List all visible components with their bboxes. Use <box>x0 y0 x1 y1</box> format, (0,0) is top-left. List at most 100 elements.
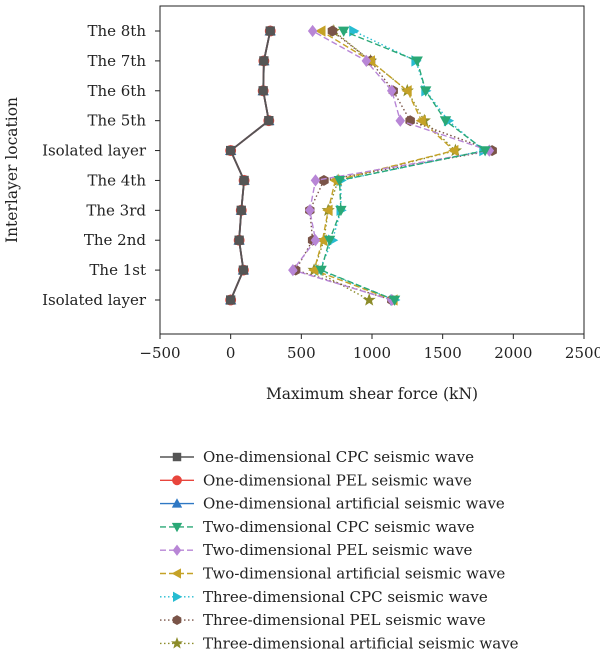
series-2 <box>225 25 276 306</box>
data-point <box>310 174 321 187</box>
series-4 <box>315 26 491 306</box>
legend-item: Two-dimensional CPC seismic wave <box>160 518 475 536</box>
data-point <box>479 146 491 157</box>
legend-item: Three-dimensional artificial seismic wav… <box>160 634 519 652</box>
data-point <box>319 174 329 186</box>
plot-area-frame <box>159 5 585 335</box>
legend-label: Three-dimensional artificial seismic wav… <box>203 634 519 652</box>
data-point <box>259 56 269 66</box>
legend-item: Three-dimensional PEL seismic wave <box>160 611 486 629</box>
x-tick-label: 2000 <box>494 344 532 362</box>
legend-label: One-dimensional CPC seismic wave <box>203 448 474 466</box>
data-point <box>349 25 360 37</box>
x-tick-label: 1000 <box>353 344 391 362</box>
data-point <box>395 114 406 127</box>
legend-item: Two-dimensional artificial seismic wave <box>160 565 505 583</box>
series-6 <box>308 25 459 306</box>
data-point <box>258 86 268 96</box>
data-point <box>238 265 249 275</box>
y-tick-label: Isolated layer <box>42 291 147 309</box>
data-point <box>323 235 336 247</box>
legend-item: One-dimensional PEL seismic wave <box>160 471 472 489</box>
data-point <box>265 26 275 36</box>
data-point <box>386 84 397 97</box>
data-point <box>310 234 321 247</box>
y-tick-label: Isolated layer <box>42 142 147 160</box>
data-point <box>315 265 327 276</box>
series-line <box>229 30 272 301</box>
data-point <box>338 26 350 37</box>
data-point <box>226 145 236 156</box>
x-tick-label: 500 <box>287 344 316 362</box>
data-point <box>335 205 347 217</box>
y-tick-label: The 3rd <box>86 201 146 219</box>
legend-item: Three-dimensional CPC seismic wave <box>160 588 488 606</box>
data-point <box>420 86 432 97</box>
legend-marker <box>172 615 182 626</box>
series-line <box>313 30 456 301</box>
x-axis-title: Maximum shear force (kN) <box>266 385 478 403</box>
legend-marker <box>171 568 182 579</box>
legend-marker <box>171 637 183 649</box>
series-line <box>291 30 490 301</box>
legend-label: Two-dimensional PEL seismic wave <box>203 541 473 559</box>
series-layer <box>225 24 497 307</box>
data-point <box>305 204 315 217</box>
x-tick-label: 2500 <box>565 344 600 362</box>
y-tick-label: The 1st <box>89 261 146 279</box>
x-axis-ticks: −500 0 500 1000 1500 2000 2500 <box>139 334 600 362</box>
legend-label: Two-dimensional artificial seismic wave <box>203 565 505 583</box>
legend-label: One-dimensional artificial seismic wave <box>203 495 505 513</box>
data-point <box>388 295 401 306</box>
data-point <box>362 293 376 306</box>
data-point <box>307 24 318 38</box>
legend-marker <box>172 591 183 602</box>
legend-marker <box>172 452 182 462</box>
data-point <box>315 25 326 37</box>
y-tick-label: The 2nd <box>84 231 147 249</box>
series-3 <box>225 25 276 305</box>
y-axis-title: Interlayer location <box>3 97 21 243</box>
data-point <box>333 175 346 187</box>
data-point <box>439 116 452 127</box>
data-point <box>415 115 426 127</box>
data-point <box>448 144 459 157</box>
legend-item: One-dimensional CPC seismic wave <box>160 448 474 466</box>
legend-label: One-dimensional PEL seismic wave <box>203 471 472 489</box>
data-point <box>264 116 274 126</box>
x-tick-label: 1500 <box>424 344 462 362</box>
y-tick-label: The 6th <box>87 82 146 100</box>
data-point <box>361 54 372 68</box>
legend-marker <box>171 522 183 533</box>
y-tick-label: The 8th <box>87 22 146 40</box>
legend-marker <box>172 475 182 486</box>
data-point <box>234 235 244 245</box>
legend: One-dimensional CPC seismic wave One-dime… <box>160 448 519 652</box>
series-line <box>313 30 457 301</box>
data-point <box>322 204 333 216</box>
series-line <box>320 30 487 301</box>
legend-item: Two-dimensional PEL seismic wave <box>160 541 473 559</box>
legend-label: Three-dimensional CPC seismic wave <box>203 588 488 606</box>
y-axis-ticks: Isolated layer The 1st The 2nd The 3rd The 4… <box>42 22 160 309</box>
y-tick-label: The 5th <box>87 112 146 130</box>
series-line <box>294 30 495 301</box>
series-5 <box>288 24 495 307</box>
data-point <box>226 295 236 305</box>
data-point <box>411 56 423 67</box>
y-tick-label: The 7th <box>87 52 146 70</box>
data-point <box>288 263 298 277</box>
y-tick-label: The 4th <box>87 171 146 189</box>
legend-label: Two-dimensional CPC seismic wave <box>203 518 475 536</box>
x-tick-label: −500 <box>139 344 180 362</box>
legend-marker <box>172 544 182 556</box>
data-point <box>327 25 338 37</box>
legend-item: One-dimensional artificial seismic wave <box>160 495 505 513</box>
series-1 <box>226 26 275 305</box>
data-point <box>401 85 412 97</box>
x-tick-label: 0 <box>226 344 236 362</box>
data-point <box>239 175 249 186</box>
legend-marker <box>171 498 183 508</box>
